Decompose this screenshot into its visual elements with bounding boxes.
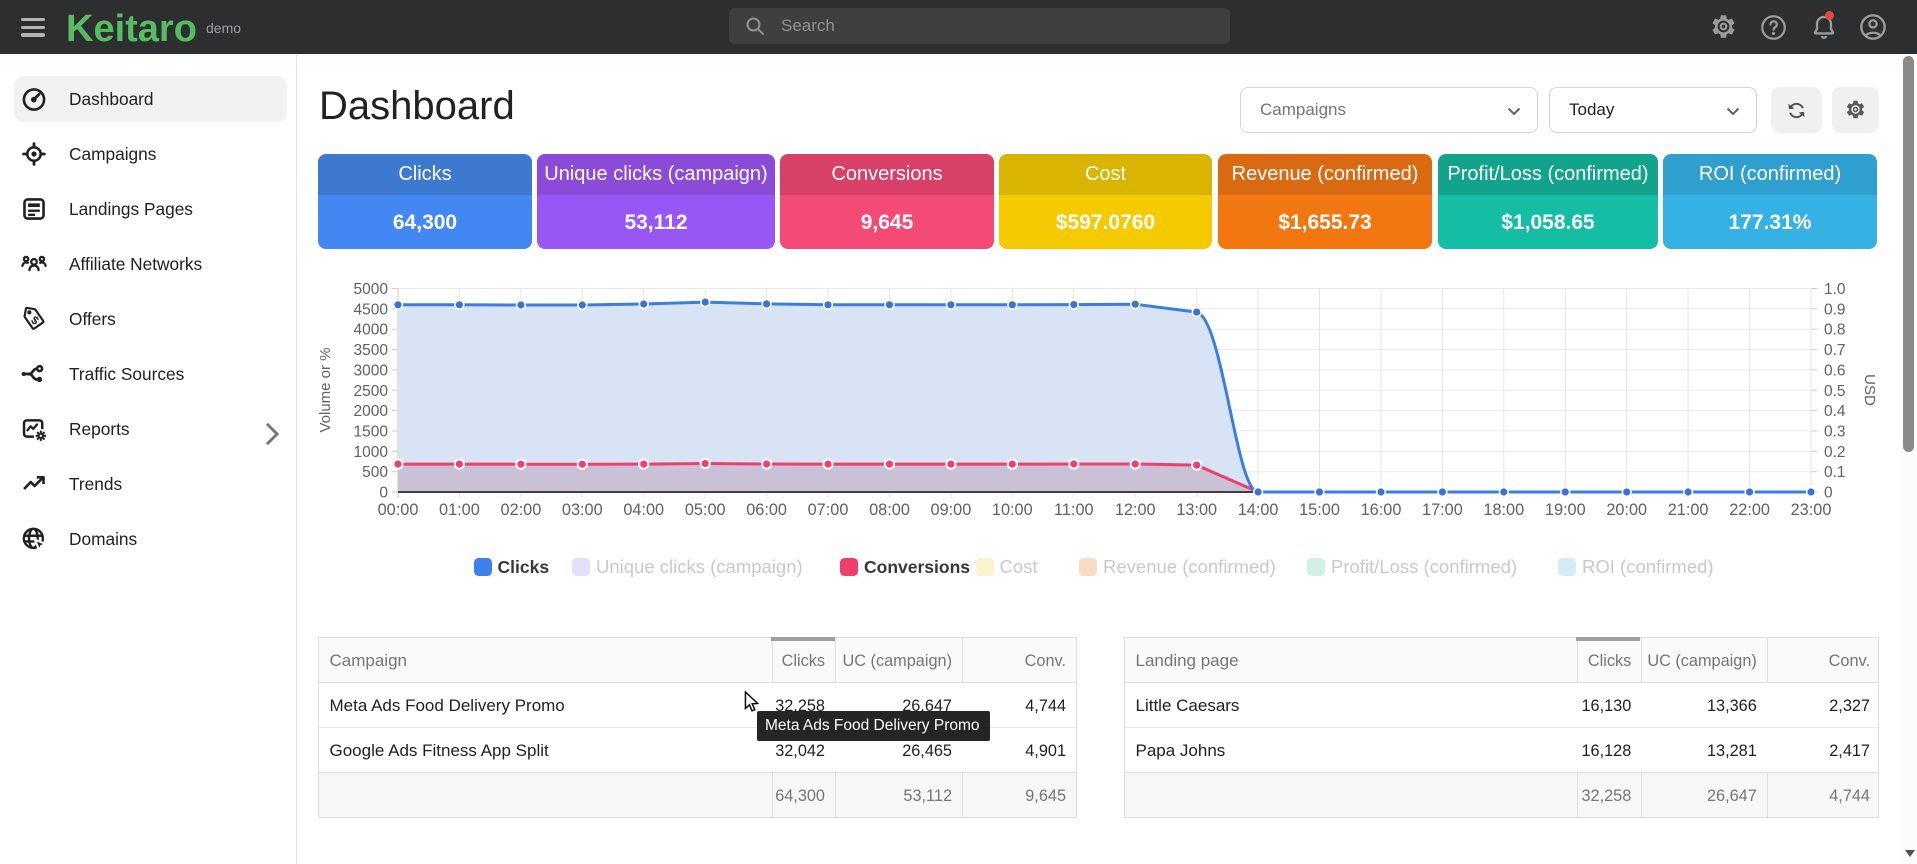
svg-text:0.6: 0.6 bbox=[1824, 362, 1846, 379]
svg-text:500: 500 bbox=[362, 464, 388, 481]
svg-text:19:00: 19:00 bbox=[1545, 501, 1586, 519]
svg-text:0.4: 0.4 bbox=[1824, 403, 1846, 420]
svg-text:0.3: 0.3 bbox=[1824, 423, 1846, 440]
svg-text:USD: USD bbox=[1861, 374, 1878, 406]
svg-text:23:00: 23:00 bbox=[1791, 501, 1832, 519]
svg-text:2000: 2000 bbox=[354, 403, 389, 420]
svg-text:12:00: 12:00 bbox=[1115, 501, 1156, 519]
svg-text:0.8: 0.8 bbox=[1824, 322, 1846, 339]
svg-text:05:00: 05:00 bbox=[685, 501, 726, 519]
svg-text:08:00: 08:00 bbox=[869, 501, 910, 519]
svg-text:4000: 4000 bbox=[354, 322, 389, 339]
svg-text:5000: 5000 bbox=[354, 281, 389, 298]
svg-text:13:00: 13:00 bbox=[1176, 501, 1217, 519]
svg-text:0: 0 bbox=[379, 485, 388, 502]
svg-text:1000: 1000 bbox=[354, 444, 389, 461]
svg-text:1.0: 1.0 bbox=[1824, 281, 1846, 298]
svg-text:0.5: 0.5 bbox=[1824, 383, 1846, 400]
svg-text:20:00: 20:00 bbox=[1606, 501, 1647, 519]
svg-text:22:00: 22:00 bbox=[1729, 501, 1770, 519]
svg-text:04:00: 04:00 bbox=[623, 501, 664, 519]
svg-text:09:00: 09:00 bbox=[931, 501, 972, 519]
svg-text:21:00: 21:00 bbox=[1668, 501, 1709, 519]
svg-text:01:00: 01:00 bbox=[439, 501, 480, 519]
svg-text:3000: 3000 bbox=[354, 362, 389, 379]
svg-text:0.7: 0.7 bbox=[1824, 342, 1846, 359]
svg-text:02:00: 02:00 bbox=[501, 501, 542, 519]
svg-text:0: 0 bbox=[1824, 485, 1833, 502]
svg-text:16:00: 16:00 bbox=[1361, 501, 1402, 519]
svg-text:14:00: 14:00 bbox=[1238, 501, 1279, 519]
svg-text:0.1: 0.1 bbox=[1824, 464, 1846, 481]
svg-text:4500: 4500 bbox=[354, 301, 389, 318]
svg-text:15:00: 15:00 bbox=[1299, 501, 1340, 519]
svg-text:1500: 1500 bbox=[354, 423, 389, 440]
svg-text:03:00: 03:00 bbox=[562, 501, 603, 519]
svg-text:3500: 3500 bbox=[354, 342, 389, 359]
svg-text:00:00: 00:00 bbox=[378, 501, 419, 519]
svg-text:07:00: 07:00 bbox=[808, 501, 849, 519]
svg-text:18:00: 18:00 bbox=[1483, 501, 1524, 519]
svg-text:17:00: 17:00 bbox=[1422, 501, 1463, 519]
svg-text:06:00: 06:00 bbox=[746, 501, 787, 519]
svg-text:11:00: 11:00 bbox=[1054, 501, 1094, 519]
svg-text:0.9: 0.9 bbox=[1824, 301, 1846, 318]
svg-text:2500: 2500 bbox=[354, 383, 389, 400]
svg-text:10:00: 10:00 bbox=[992, 501, 1033, 519]
svg-text:0.2: 0.2 bbox=[1824, 444, 1846, 461]
svg-text:Volume or %: Volume or % bbox=[317, 347, 334, 432]
